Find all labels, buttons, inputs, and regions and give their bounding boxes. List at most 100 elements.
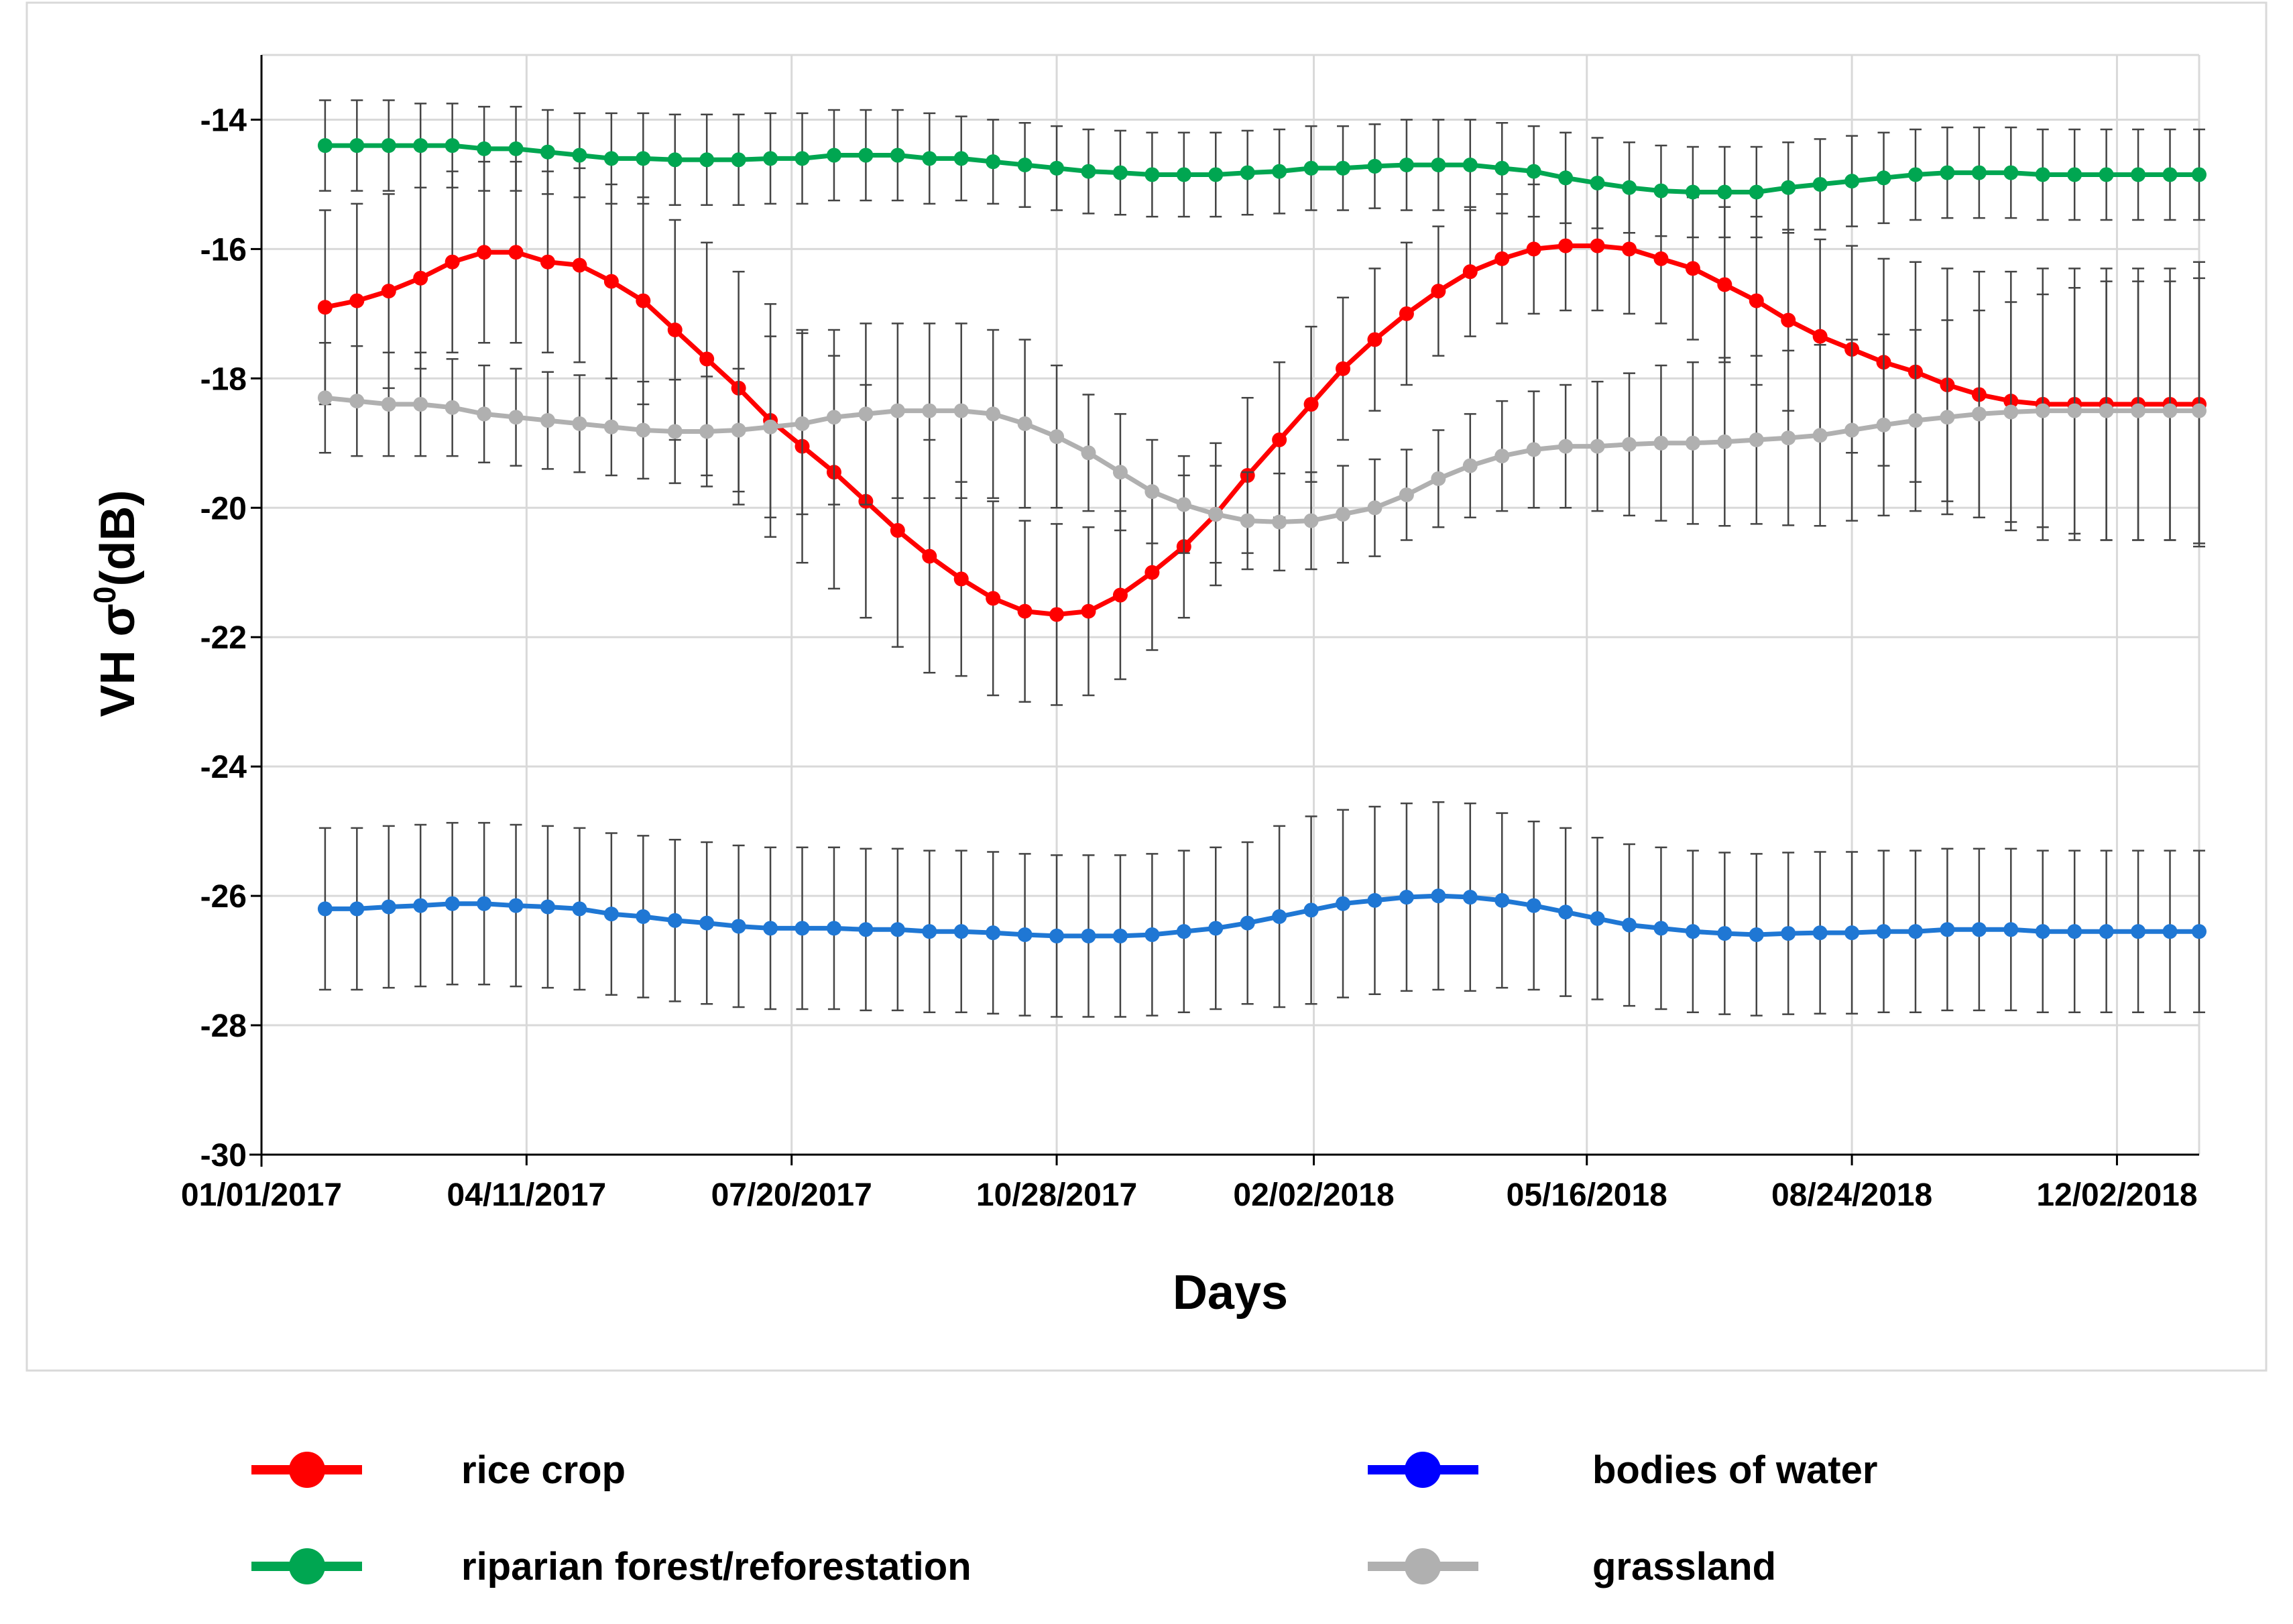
data-point-bodies-of-water xyxy=(1812,925,1828,941)
data-point-grassland xyxy=(1653,435,1669,451)
data-point-bodies-of-water xyxy=(603,907,619,922)
data-point-riparian-forest-reforestation xyxy=(2067,167,2082,182)
data-point-bodies-of-water xyxy=(1399,890,1414,905)
data-point-riparian-forest-reforestation xyxy=(1017,158,1033,172)
data-point-rice-crop xyxy=(1049,607,1065,622)
data-point-riparian-forest-reforestation xyxy=(1462,158,1478,172)
data-point-bodies-of-water xyxy=(1176,924,1191,939)
series-grassland xyxy=(317,277,2207,572)
data-point-rice-crop xyxy=(540,254,555,270)
data-point-bodies-of-water xyxy=(2099,924,2114,939)
data-point-bodies-of-water xyxy=(1940,922,1955,937)
x-tick-label: 02/02/2018 xyxy=(1233,1177,1394,1213)
series-layer xyxy=(317,99,2207,1018)
data-point-bodies-of-water xyxy=(2067,924,2082,939)
data-point-rice-crop xyxy=(922,548,937,564)
data-point-bodies-of-water xyxy=(2003,922,2019,937)
data-point-bodies-of-water xyxy=(636,909,651,924)
data-point-riparian-forest-reforestation xyxy=(2035,167,2050,182)
data-point-bodies-of-water xyxy=(1112,928,1128,943)
data-point-grassland xyxy=(477,406,492,422)
data-point-riparian-forest-reforestation xyxy=(1812,176,1828,192)
data-point-riparian-forest-reforestation xyxy=(1907,167,1923,182)
data-point-bodies-of-water xyxy=(890,922,905,937)
legend-swatch-marker xyxy=(1405,1452,1441,1488)
series-bodies-of-water xyxy=(317,801,2207,1018)
data-point-bodies-of-water xyxy=(922,924,937,939)
data-point-bodies-of-water xyxy=(1240,915,1255,931)
x-tick-label: 08/24/2018 xyxy=(1771,1177,1932,1213)
y-axis-title: VH σ0(dB) xyxy=(87,490,145,717)
y-tick-label: -22 xyxy=(200,620,247,656)
data-point-bodies-of-water xyxy=(1336,896,1351,911)
data-point-grassland xyxy=(2192,403,2207,418)
data-point-bodies-of-water xyxy=(1749,927,1764,942)
legend-item-riparian-forest: riparian forest/reforestation xyxy=(251,1545,972,1588)
data-point-grassland xyxy=(699,424,715,439)
data-point-grassland xyxy=(572,416,587,431)
y-tick-label: -20 xyxy=(200,491,247,526)
data-point-grassland xyxy=(953,403,969,418)
data-point-grassland xyxy=(317,390,333,406)
data-point-riparian-forest-reforestation xyxy=(2192,167,2207,182)
data-point-rice-crop xyxy=(1336,361,1351,376)
data-point-rice-crop xyxy=(1367,332,1383,347)
data-point-bodies-of-water xyxy=(1303,903,1319,918)
data-point-bodies-of-water xyxy=(381,899,396,915)
data-point-grassland xyxy=(540,413,555,428)
data-point-bodies-of-water xyxy=(1876,924,1891,939)
data-point-grassland xyxy=(858,406,874,422)
data-point-riparian-forest-reforestation xyxy=(1431,158,1446,172)
data-point-grassland xyxy=(1812,428,1828,443)
data-point-riparian-forest-reforestation xyxy=(413,138,428,154)
data-point-riparian-forest-reforestation xyxy=(1844,174,1860,189)
data-point-grassland xyxy=(636,422,651,438)
data-point-rice-crop xyxy=(1685,261,1700,276)
data-point-riparian-forest-reforestation xyxy=(445,138,460,154)
data-point-rice-crop xyxy=(699,351,715,367)
legend-swatch-marker xyxy=(289,1548,325,1584)
data-point-riparian-forest-reforestation xyxy=(1399,158,1414,172)
data-point-rice-crop xyxy=(1622,241,1637,257)
data-point-bodies-of-water xyxy=(1431,888,1446,904)
data-point-grassland xyxy=(1558,439,1574,454)
data-point-grassland xyxy=(1717,434,1732,449)
data-point-riparian-forest-reforestation xyxy=(1303,160,1319,176)
data-point-rice-crop xyxy=(317,300,333,315)
y-axis-title-main: VH σ xyxy=(91,603,145,717)
data-point-rice-crop xyxy=(1558,238,1574,253)
data-point-grassland xyxy=(1240,513,1255,528)
data-point-rice-crop xyxy=(603,274,619,289)
data-point-bodies-of-water xyxy=(1049,928,1065,943)
data-point-bodies-of-water xyxy=(953,924,969,939)
data-point-riparian-forest-reforestation xyxy=(1526,164,1541,179)
data-point-grassland xyxy=(1526,442,1541,457)
data-point-rice-crop xyxy=(1272,432,1287,447)
data-point-grassland xyxy=(1081,445,1096,461)
y-axis-title-superscript: 0 xyxy=(87,587,122,604)
series-riparian-forest-reforestation xyxy=(317,99,2207,239)
data-point-riparian-forest-reforestation xyxy=(1272,164,1287,179)
data-point-bodies-of-water xyxy=(763,921,778,936)
data-point-bodies-of-water xyxy=(1590,911,1605,926)
data-point-grassland xyxy=(1940,410,1955,425)
y-tick-label: -24 xyxy=(200,750,247,785)
data-point-riparian-forest-reforestation xyxy=(2131,167,2146,182)
data-point-riparian-forest-reforestation xyxy=(795,151,810,166)
data-point-rice-crop xyxy=(1399,306,1414,321)
data-point-riparian-forest-reforestation xyxy=(1112,165,1128,180)
data-point-riparian-forest-reforestation xyxy=(1176,167,1191,182)
data-point-bodies-of-water xyxy=(1685,924,1700,939)
data-point-riparian-forest-reforestation xyxy=(731,152,746,168)
data-point-bodies-of-water xyxy=(1558,905,1574,920)
data-point-bodies-of-water xyxy=(317,901,333,917)
data-point-grassland xyxy=(2003,404,2019,420)
data-point-riparian-forest-reforestation xyxy=(540,144,555,160)
data-point-grassland xyxy=(763,419,778,434)
data-point-riparian-forest-reforestation xyxy=(1971,165,1987,180)
data-point-grassland xyxy=(1749,432,1764,447)
data-point-rice-crop xyxy=(1717,277,1732,292)
data-point-grassland xyxy=(1336,506,1351,522)
y-axis-title-unit: (dB) xyxy=(91,490,145,587)
data-point-riparian-forest-reforestation xyxy=(1367,158,1383,174)
